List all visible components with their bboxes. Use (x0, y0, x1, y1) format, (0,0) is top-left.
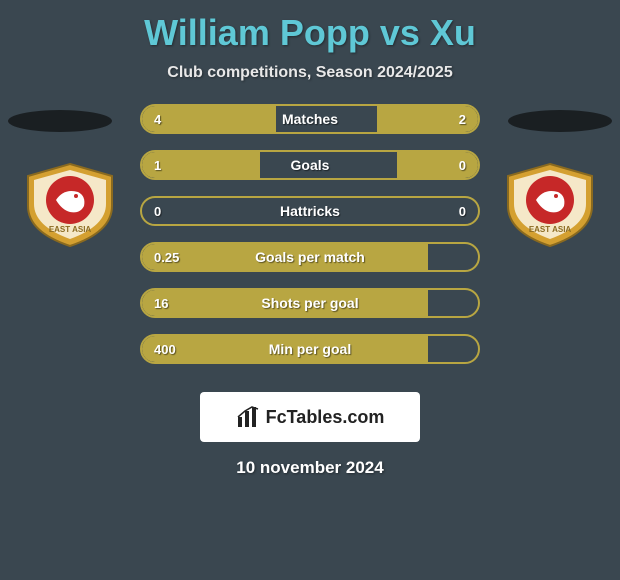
east-asia-crest-icon: EAST ASIA (500, 162, 600, 248)
svg-text:EAST ASIA: EAST ASIA (49, 225, 92, 234)
stat-bar-row: 400Min per goal (140, 334, 480, 364)
stat-bar-row: 0.25Goals per match (140, 242, 480, 272)
stat-label: Matches (142, 106, 478, 132)
comparison-area: EAST ASIA EAST ASIA 42Matches 10Goals 00Ha… (0, 104, 620, 384)
subtitle: Club competitions, Season 2024/2025 (0, 64, 620, 82)
stat-bar-row: 16Shots per goal (140, 288, 480, 318)
player-shadow-left (8, 110, 112, 132)
page-title: William Popp vs Xu (0, 0, 620, 54)
fctables-logo-icon (236, 405, 260, 429)
date-text: 10 november 2024 (0, 458, 620, 478)
branding-badge: FcTables.com (200, 392, 420, 442)
stat-bars: 42Matches 10Goals 00Hattricks 0.25Goals per… (140, 104, 480, 380)
east-asia-crest-icon: EAST ASIA (20, 162, 120, 248)
branding-text: FcTables.com (266, 407, 385, 428)
stat-label: Goals per match (142, 244, 478, 270)
stat-bar-row: 10Goals (140, 150, 480, 180)
stat-bar-row: 42Matches (140, 104, 480, 134)
stat-label: Shots per goal (142, 290, 478, 316)
stat-bar-row: 00Hattricks (140, 196, 480, 226)
player-shadow-right (508, 110, 612, 132)
stat-label: Min per goal (142, 336, 478, 362)
stat-label: Hattricks (142, 198, 478, 224)
svg-text:EAST ASIA: EAST ASIA (529, 225, 572, 234)
club-badge-left: EAST ASIA (20, 162, 120, 248)
stat-label: Goals (142, 152, 478, 178)
club-badge-right: EAST ASIA (500, 162, 600, 248)
